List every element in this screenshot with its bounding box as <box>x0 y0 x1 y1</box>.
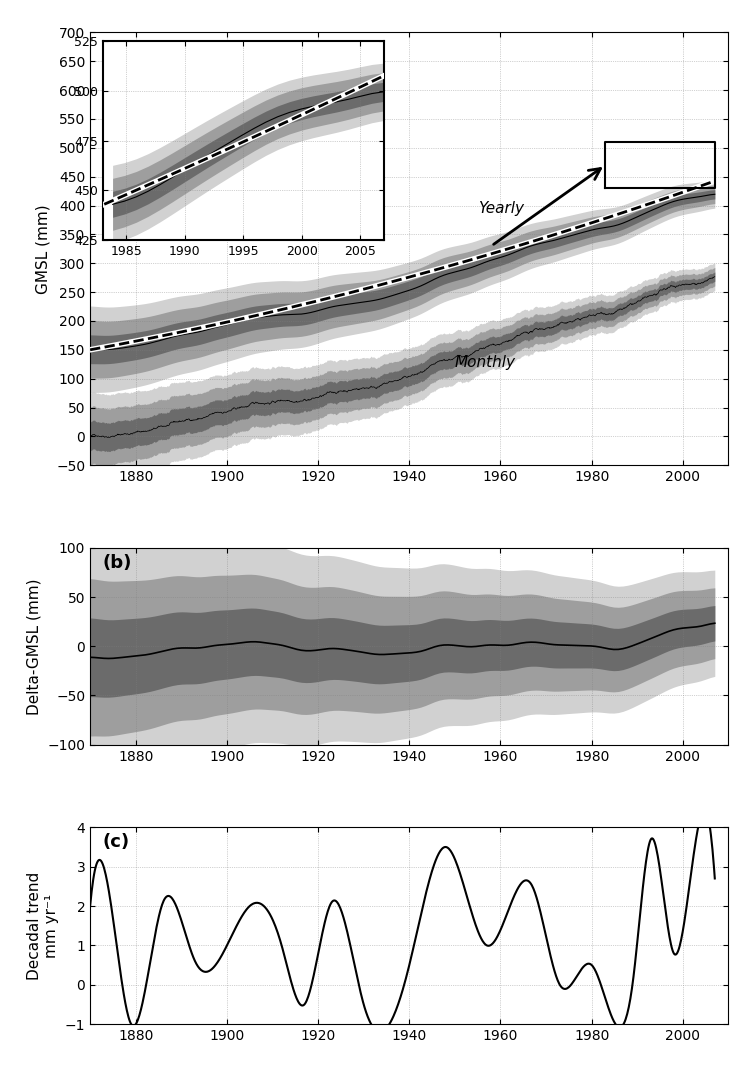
Y-axis label: GMSL (mm): GMSL (mm) <box>35 204 50 293</box>
Y-axis label: Decadal trend
mm yr⁻¹: Decadal trend mm yr⁻¹ <box>27 872 59 980</box>
Text: Yearly: Yearly <box>478 201 523 216</box>
Text: (a): (a) <box>103 45 131 64</box>
Text: (c): (c) <box>103 833 130 852</box>
Text: (b): (b) <box>103 554 132 571</box>
Text: Monthly: Monthly <box>455 355 516 370</box>
Y-axis label: Delta-GMSL (mm): Delta-GMSL (mm) <box>27 578 42 715</box>
